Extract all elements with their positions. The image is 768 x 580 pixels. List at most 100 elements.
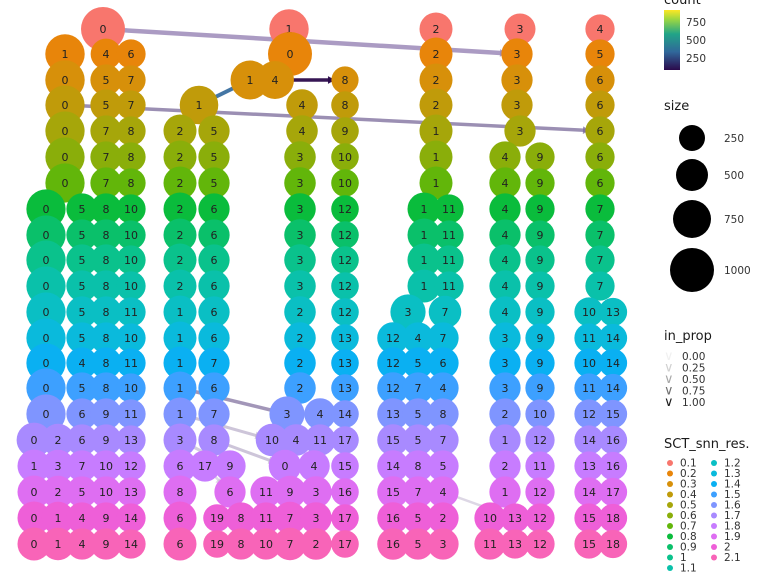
cluster-node-label: 3: [284, 408, 291, 421]
cluster-node: [66, 244, 98, 276]
cluster-node: [198, 141, 230, 173]
cluster-node-label: 9: [537, 229, 544, 242]
cluster-node: [66, 193, 98, 225]
cluster-node: [585, 14, 615, 44]
legend-sct-label: 0.5: [680, 500, 697, 512]
cluster-node-label: 15: [338, 460, 352, 473]
cluster-node: [90, 270, 122, 302]
cluster-node-label: 11: [582, 332, 596, 345]
cluster-node-label: 9: [342, 125, 349, 138]
cluster-node: [163, 269, 197, 303]
cluster-node-label: 16: [386, 538, 400, 551]
cluster-node-label: 10: [338, 151, 352, 164]
cluster-node: [163, 501, 197, 535]
cluster-node-label: 3: [405, 306, 412, 319]
cluster-node-label: 4: [103, 48, 110, 61]
cluster-node-label: 0: [31, 434, 38, 447]
cluster-node-label: 0: [62, 125, 69, 138]
cluster-node: [574, 425, 604, 455]
cluster-node-label: 8: [103, 203, 110, 216]
cluster-node: [284, 296, 316, 328]
cluster-node: [331, 530, 359, 558]
cluster-node-label: 14: [606, 332, 620, 345]
cluster-node: [163, 218, 197, 252]
cluster-node: [419, 166, 453, 200]
cluster-node: [331, 349, 359, 377]
cluster-node: [419, 12, 453, 46]
cluster-node: [377, 424, 409, 456]
cluster-node: [198, 296, 230, 328]
cluster-node-label: 8: [211, 434, 218, 447]
cluster-node: [402, 424, 434, 456]
cluster-node: [598, 373, 628, 403]
cluster-node: [284, 193, 316, 225]
cluster-node: [501, 64, 533, 96]
cluster-node-label: 4: [502, 254, 509, 267]
cluster-node: [41, 449, 75, 483]
cluster-node: [90, 167, 122, 199]
legend-sct-swatch: [711, 523, 717, 529]
cluster-node: [377, 322, 409, 354]
cluster-node: [501, 38, 533, 70]
cluster-node-label: 13: [338, 332, 352, 345]
cluster-node-label: 8: [415, 460, 422, 473]
cluster-node-label: 5: [211, 125, 218, 138]
cluster-node-label: 2: [313, 538, 320, 551]
cluster-node: [90, 347, 122, 379]
cluster-node: [116, 399, 146, 429]
cluster-node-label: 14: [124, 512, 138, 525]
cluster-node-label: 2: [177, 229, 184, 242]
cluster-node-label: 0: [43, 382, 50, 395]
cluster-node: [90, 322, 122, 354]
cluster-node-label: 0: [43, 357, 50, 370]
cluster-node: [331, 117, 359, 145]
cluster-node: [116, 271, 146, 301]
cluster-node-label: 12: [533, 512, 547, 525]
cluster-node-label: 1: [421, 254, 428, 267]
legend-sct-label: 0.9: [680, 542, 697, 554]
cluster-node: [225, 528, 257, 560]
cluster-node: [116, 65, 146, 95]
cluster-node: [256, 61, 294, 99]
cluster-node-label: 8: [128, 125, 135, 138]
legend-sct-label: 0.3: [680, 479, 697, 491]
legend-sct-label: 0.4: [680, 489, 697, 501]
cluster-node: [90, 502, 122, 534]
cluster-node: [489, 424, 521, 456]
cluster-node-label: 16: [386, 512, 400, 525]
cluster-node: [203, 504, 231, 532]
cluster-node: [41, 501, 75, 535]
cluster-node-label: 9: [537, 177, 544, 190]
cluster-node: [525, 220, 555, 250]
cluster-node: [434, 194, 464, 224]
cluster-node: [17, 527, 51, 561]
cluster-node: [598, 451, 628, 481]
cluster-node-label: 2: [433, 99, 440, 112]
cluster-node-label: 11: [259, 486, 273, 499]
cluster-node-label: 3: [514, 48, 521, 61]
cluster-node: [41, 527, 75, 561]
cluster-node: [66, 528, 98, 560]
cluster-node: [198, 167, 230, 199]
cluster-node-label: 4: [299, 125, 306, 138]
cluster-node-label: 12: [338, 254, 352, 267]
cluster-node: [90, 450, 122, 482]
cluster-node: [17, 501, 51, 535]
legend-sct-items: 0.10.20.30.40.50.60.70.80.911.1 1.21.31.4…: [667, 458, 741, 575]
cluster-node-label: 6: [211, 280, 218, 293]
cluster-node-label: 4: [317, 408, 324, 421]
cluster-node-label: 1: [62, 48, 69, 61]
cluster-node-label: 5: [415, 434, 422, 447]
cluster-node-label: 0: [287, 48, 294, 61]
cluster-node: [163, 371, 197, 405]
cluster-node: [116, 348, 146, 378]
legend-sct-swatch: [711, 470, 717, 477]
cluster-node-label: 11: [442, 229, 456, 242]
legend-sct-swatch: [711, 481, 717, 487]
cluster-node: [427, 322, 459, 354]
cluster-edge: [178, 386, 289, 416]
cluster-node-label: 9: [537, 332, 544, 345]
cluster-node: [427, 398, 459, 430]
cluster-node-label: 2: [55, 486, 62, 499]
